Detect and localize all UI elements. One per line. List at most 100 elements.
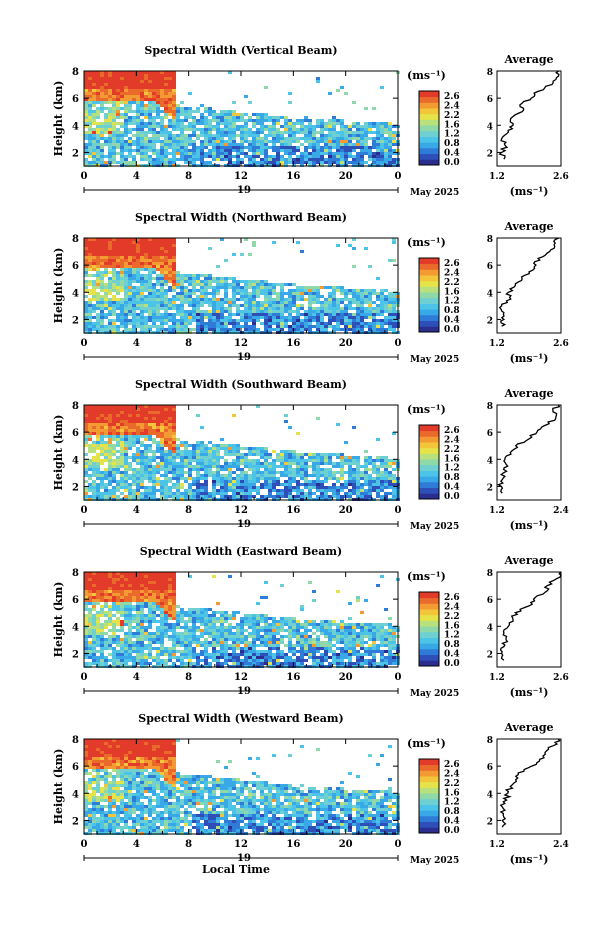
heatmap-cell — [284, 325, 288, 328]
heatmap-cell — [372, 125, 376, 128]
heatmap-cell — [136, 104, 140, 107]
heatmap-cell — [196, 313, 200, 316]
heatmap-cell — [200, 146, 204, 149]
heatmap-cell — [236, 462, 240, 465]
heatmap-cell — [224, 149, 228, 152]
heatmap-cell — [160, 247, 164, 250]
heatmap-cell — [384, 298, 388, 301]
heatmap-cell — [112, 77, 116, 80]
heatmap-cell — [148, 444, 152, 447]
heatmap-cell — [272, 316, 276, 319]
heatmap-cell — [336, 152, 340, 155]
heatmap-cell — [280, 125, 284, 128]
heatmap-cell — [356, 134, 360, 137]
heatmap-cell — [304, 465, 308, 468]
heatmap-cell — [160, 158, 164, 161]
heatmap-cell — [128, 146, 132, 149]
heatmap-cell — [188, 462, 192, 465]
heatmap-cell — [132, 77, 136, 80]
heatmap-cell — [172, 262, 176, 265]
heatmap-cell — [108, 143, 112, 146]
heatmap-cell — [92, 575, 96, 578]
heatmap-cell — [332, 486, 336, 489]
heatmap-cell — [140, 420, 144, 423]
heatmap-cell — [120, 131, 124, 134]
heatmap-cell — [352, 137, 356, 140]
heatmap-cell — [352, 459, 356, 462]
heatmap-cell — [384, 316, 388, 319]
heatmap-cell — [96, 420, 100, 423]
heatmap-cell — [272, 122, 276, 125]
heatmap-cell — [140, 143, 144, 146]
colorbar-swatch — [419, 130, 439, 137]
heatmap-cell — [136, 429, 140, 432]
heatmap-cell — [292, 134, 296, 137]
heatmap-cell — [236, 143, 240, 146]
heatmap-cell — [364, 146, 368, 149]
heatmap-cell — [368, 310, 372, 313]
heatmap-cell — [288, 125, 292, 128]
heatmap-cell — [360, 301, 364, 304]
heatmap-cell — [156, 408, 160, 411]
heatmap-cell — [184, 471, 188, 474]
heatmap-cell — [196, 474, 200, 477]
heatmap-cell — [264, 128, 268, 131]
heatmap-cell — [304, 319, 308, 322]
heatmap-cell — [272, 158, 276, 161]
heatmap-cell — [128, 304, 132, 307]
heatmap-cell — [160, 489, 164, 492]
heatmap-cell — [120, 74, 124, 77]
heatmap-cell — [156, 152, 160, 155]
heatmap-cell — [104, 459, 108, 462]
heatmap-cell — [328, 474, 332, 477]
heatmap-cell — [104, 426, 108, 429]
heatmap-cell — [120, 125, 124, 128]
heatmap-cell — [204, 474, 208, 477]
heatmap-cell — [356, 152, 360, 155]
heatmap-cell — [116, 283, 120, 286]
heatmap-cell — [268, 128, 272, 131]
heatmap-cell — [96, 456, 100, 459]
heatmap-cell — [160, 453, 164, 456]
heatmap-cell — [136, 74, 140, 77]
heatmap-cell — [180, 128, 184, 131]
heatmap-cell — [140, 316, 144, 319]
heatmap-cell — [196, 134, 200, 137]
heatmap-cell — [348, 128, 352, 131]
heatmap-cell — [120, 477, 124, 480]
heatmap-cell — [380, 140, 384, 143]
heatmap-cell — [304, 125, 308, 128]
heatmap-cell — [248, 450, 252, 453]
heatmap-cell — [124, 310, 128, 313]
heatmap-cell — [92, 265, 96, 268]
heatmap-cell — [120, 244, 124, 247]
heatmap-cell — [196, 486, 200, 489]
heatmap-cell — [160, 304, 164, 307]
heatmap-cell — [148, 468, 152, 471]
heatmap-cell — [320, 316, 324, 319]
heatmap-cell — [156, 149, 160, 152]
heatmap-cell — [100, 92, 104, 95]
colorbar-swatch — [419, 314, 439, 322]
heatmap-cell — [144, 429, 148, 432]
heatmap-cell — [132, 480, 136, 483]
heatmap-cell — [172, 408, 176, 411]
heatmap-cell — [196, 307, 200, 310]
heatmap-cell — [176, 304, 180, 307]
heatmap-cell — [96, 578, 100, 581]
heatmap-cell — [280, 304, 284, 307]
heatmap-cell — [152, 119, 156, 122]
heatmap-cell — [92, 241, 96, 244]
heatmap-cell — [272, 241, 276, 244]
heatmap-cell — [276, 158, 280, 161]
heatmap-cell — [328, 456, 332, 459]
heatmap-cell — [152, 107, 156, 110]
heatmap-cell — [144, 444, 148, 447]
heatmap-cell — [276, 492, 280, 495]
heatmap-cell — [112, 465, 116, 468]
heatmap-cell — [100, 74, 104, 77]
heatmap-cell — [132, 495, 136, 498]
heatmap-cell — [344, 471, 348, 474]
heatmap-cell — [212, 459, 216, 462]
heatmap-cell — [320, 149, 324, 152]
